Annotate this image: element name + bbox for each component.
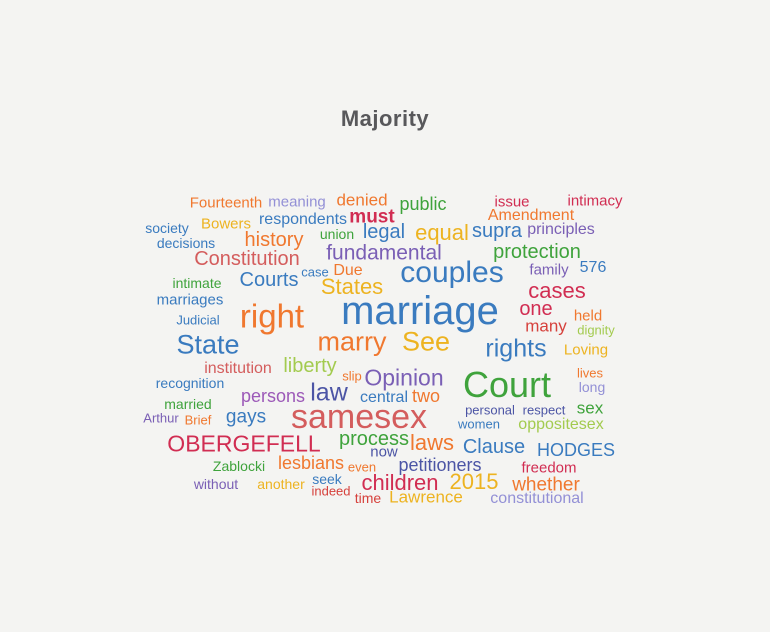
word-right: right <box>239 297 305 335</box>
word-even: even <box>347 459 377 475</box>
word-judicial: Judicial <box>176 312 220 328</box>
word-arthur: Arthur <box>143 410 179 426</box>
word-meaning: meaning <box>268 193 326 211</box>
word-long: long <box>578 379 606 395</box>
word-seek: seek <box>312 471 342 487</box>
word-intimate: intimate <box>172 275 222 291</box>
page-title: Majority <box>340 106 430 131</box>
word-dignity: dignity <box>577 322 615 338</box>
word-576: 576 <box>579 259 607 276</box>
word-amendment: Amendment <box>487 207 575 224</box>
word-time: time <box>354 490 382 506</box>
word-lesbians: lesbians <box>277 453 345 473</box>
word-oppositesex: oppositesex <box>518 416 604 433</box>
word-court: Court <box>462 364 552 405</box>
word-sex: sex <box>576 398 604 418</box>
word-denied: denied <box>336 190 388 210</box>
word-liberty: liberty <box>283 355 337 377</box>
word-rights: rights <box>485 334 547 363</box>
word-union: union <box>319 226 355 242</box>
word-women: women <box>458 416 500 432</box>
word-clause: Clause <box>462 436 526 458</box>
word-two: two <box>411 386 441 406</box>
word-couples: couples <box>400 256 504 289</box>
word-without: without <box>193 476 239 492</box>
word-must: must <box>349 206 395 228</box>
word-courts: Courts <box>239 269 299 291</box>
word-see: See <box>401 326 451 357</box>
word-intimacy: intimacy <box>567 192 623 210</box>
word-history: history <box>244 229 304 251</box>
word-family: family <box>529 261 569 279</box>
word-society: society <box>145 220 189 236</box>
word-legal: legal <box>362 221 406 243</box>
word-due: Due <box>333 262 363 279</box>
word-laws: laws <box>409 430 455 455</box>
word-law: law <box>310 378 348 407</box>
word-marry: marry <box>317 326 387 357</box>
word-many: many <box>525 316 567 336</box>
word-personal: personal <box>465 402 515 418</box>
word-institution: institution <box>204 360 272 377</box>
word-respect: respect <box>522 402 566 418</box>
word-opinion: Opinion <box>364 364 444 391</box>
word-zablocki: Zablocki <box>212 458 266 474</box>
word-constitutional: constitutional <box>490 490 584 507</box>
word-cases: cases <box>528 278 586 303</box>
word-fourteenth: Fourteenth <box>189 194 263 212</box>
word-protection: protection <box>493 241 581 263</box>
word-principles: principles <box>527 221 595 238</box>
word-marriage: marriage <box>341 289 499 333</box>
word-children: children <box>361 470 439 495</box>
word-obergefell: OBERGEFELL <box>167 430 321 457</box>
word-persons: persons <box>240 386 306 406</box>
word-respondents: respondents <box>258 211 348 228</box>
word-indeed: indeed <box>311 483 351 499</box>
word-one: one <box>519 298 553 320</box>
word-central: central <box>359 389 409 406</box>
word-case: case <box>301 264 329 280</box>
word-recognition: recognition <box>155 375 225 391</box>
word-lives: lives <box>576 365 604 381</box>
word-another: another <box>257 476 305 492</box>
word-now: now <box>370 443 398 461</box>
word-brief: Brief <box>184 412 212 428</box>
word-equal: equal <box>415 220 469 245</box>
word-slip: slip <box>342 368 362 384</box>
word-process: process <box>338 428 410 450</box>
word-constitution: Constitution <box>194 248 300 270</box>
word-held: held <box>573 307 603 325</box>
word-hodges: HODGES <box>536 440 616 460</box>
word-states: States <box>320 274 384 299</box>
word-gays: gays <box>225 406 267 428</box>
word-state: State <box>176 329 240 360</box>
word-whether: whether <box>512 474 580 496</box>
word-public: public <box>399 194 447 214</box>
word-supra: supra <box>471 220 523 242</box>
word-samesex: samesex <box>290 398 428 436</box>
word-married: married <box>164 396 212 412</box>
word-marriages: marriages <box>156 291 224 309</box>
word-lawrence: Lawrence <box>389 487 463 507</box>
word-petitioners: petitioners <box>398 455 482 475</box>
word-issue: issue <box>494 193 530 211</box>
word-bowers: Bowers <box>200 215 252 233</box>
word-fundamental: fundamental <box>326 241 442 265</box>
word-decisions: decisions <box>156 235 216 251</box>
word-freedom: freedom <box>521 459 577 477</box>
word-2015: 2015 <box>449 469 499 494</box>
word-loving: Loving <box>563 341 609 359</box>
